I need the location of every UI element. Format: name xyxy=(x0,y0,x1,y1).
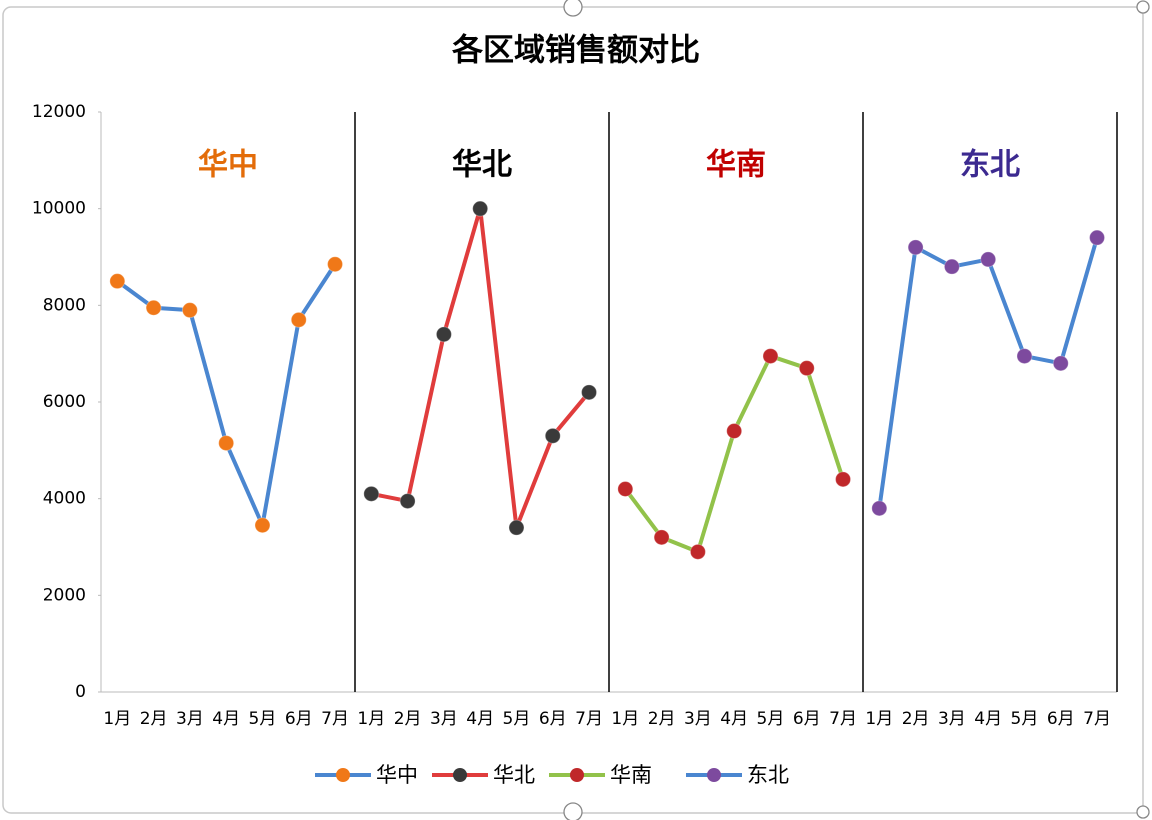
data-point xyxy=(472,200,489,217)
x-tick-label: 2月 xyxy=(648,709,676,729)
legend-marker xyxy=(707,768,721,782)
data-point xyxy=(689,543,706,560)
x-tick-label: 3月 xyxy=(684,709,712,729)
y-tick-label: 0 xyxy=(75,682,86,702)
legend-label: 华中 xyxy=(376,763,418,787)
data-point xyxy=(1089,229,1106,246)
data-point xyxy=(581,384,598,401)
panel-label: 华南 xyxy=(706,148,766,183)
data-point xyxy=(399,493,416,510)
x-tick-label: 4月 xyxy=(974,709,1002,729)
x-tick-label: 5月 xyxy=(249,709,277,729)
data-point xyxy=(327,256,344,273)
x-tick-label: 5月 xyxy=(757,709,785,729)
y-tick-label: 12000 xyxy=(32,102,86,122)
data-point xyxy=(617,481,634,497)
legend-label: 东北 xyxy=(747,763,789,787)
x-tick-label: 6月 xyxy=(793,709,821,729)
panel-label: 华北 xyxy=(452,148,512,183)
legend-marker xyxy=(453,768,467,782)
frame-handles xyxy=(563,0,1150,820)
legend-marker xyxy=(336,768,350,782)
data-point xyxy=(544,427,561,444)
x-tick-label: 6月 xyxy=(1047,709,1075,729)
data-point xyxy=(218,435,235,452)
panel-label: 华中 xyxy=(198,148,258,183)
x-tick-label: 7月 xyxy=(575,709,603,729)
x-tick-label: 1月 xyxy=(357,709,385,729)
y-tick-label: 8000 xyxy=(43,295,86,315)
x-tick-label: 2月 xyxy=(140,709,168,729)
x-tick-label: 5月 xyxy=(1011,709,1039,729)
data-point xyxy=(181,302,198,319)
x-tick-label: 2月 xyxy=(902,709,930,729)
data-point xyxy=(907,239,924,256)
data-point xyxy=(435,326,452,343)
x-tick-label: 4月 xyxy=(466,709,494,729)
x-tick-label: 4月 xyxy=(720,709,748,729)
x-tick-label: 1月 xyxy=(103,709,131,729)
x-tick-label: 1月 xyxy=(865,709,893,729)
legend-marker xyxy=(570,768,584,782)
x-tick-label: 7月 xyxy=(321,709,349,729)
data-point xyxy=(871,500,888,517)
x-tick-label: 6月 xyxy=(285,709,313,729)
y-tick-label: 2000 xyxy=(43,585,86,605)
x-tick-label: 6月 xyxy=(539,709,567,729)
data-point xyxy=(1052,355,1069,372)
data-point xyxy=(290,311,307,328)
data-point xyxy=(254,517,271,534)
data-point xyxy=(363,485,380,502)
data-point xyxy=(726,423,743,439)
data-point xyxy=(980,251,997,268)
data-point xyxy=(653,529,670,546)
x-tick-label: 3月 xyxy=(176,709,204,729)
data-point xyxy=(798,360,815,377)
data-point xyxy=(508,519,525,536)
x-tick-label: 4月 xyxy=(212,709,240,729)
y-tick-label: 4000 xyxy=(43,489,86,509)
data-point xyxy=(145,299,162,316)
y-tick-label: 6000 xyxy=(43,392,86,412)
x-tick-label: 3月 xyxy=(938,709,966,729)
x-tick-label: 7月 xyxy=(829,709,857,729)
x-tick-label: 5月 xyxy=(503,709,531,729)
x-tick-label: 2月 xyxy=(394,709,422,729)
x-tick-label: 7月 xyxy=(1083,709,1111,729)
y-tick-label: 10000 xyxy=(32,199,86,219)
data-point xyxy=(835,471,852,488)
chart-title: 各区域销售额对比 xyxy=(451,33,700,69)
panel-label: 东北 xyxy=(960,148,1020,183)
data-point xyxy=(943,258,960,275)
data-point xyxy=(1016,348,1033,365)
data-point xyxy=(762,348,779,365)
x-tick-label: 1月 xyxy=(611,709,639,729)
data-point xyxy=(109,273,126,290)
x-tick-label: 3月 xyxy=(430,709,458,729)
legend-label: 华北 xyxy=(493,763,535,787)
legend-label: 华南 xyxy=(610,763,652,787)
